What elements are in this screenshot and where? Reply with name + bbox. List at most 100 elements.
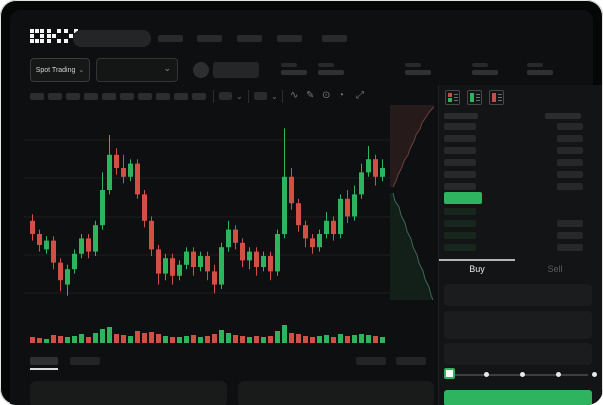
search-input[interactable]	[73, 30, 151, 47]
ask-price-skeleton[interactable]	[444, 135, 476, 142]
candle-body	[254, 251, 259, 267]
okx-logo[interactable]: OKX	[30, 29, 78, 43]
stat-label-skeleton	[281, 63, 297, 67]
timeframe-button-skeleton[interactable]	[84, 93, 98, 100]
bid-price-skeleton[interactable]	[444, 220, 476, 227]
bid-amount-skeleton[interactable]	[557, 220, 583, 227]
ask-price-skeleton[interactable]	[444, 171, 476, 178]
candle-body	[65, 269, 70, 285]
bottom-right-tab-skeleton[interactable]	[396, 357, 426, 365]
volume-bar	[282, 325, 287, 343]
camera-icon[interactable]: ⊙	[322, 90, 331, 101]
nav-item-skeleton[interactable]	[197, 35, 222, 42]
candle-body	[331, 220, 336, 234]
slider-step-dot[interactable]	[592, 372, 597, 377]
slider-step-dot[interactable]	[484, 372, 489, 377]
candle-body	[261, 256, 266, 267]
ask-amount-skeleton[interactable]	[557, 123, 583, 130]
candle-body	[121, 168, 126, 177]
candlestick-chart[interactable]	[24, 110, 392, 346]
tab-buy[interactable]: Buy	[439, 261, 515, 277]
timeframe-button-skeleton[interactable]	[138, 93, 152, 100]
stat-value-skeleton	[405, 70, 431, 75]
settings-icon[interactable]: ◔	[338, 90, 345, 101]
amount-slider[interactable]	[448, 374, 588, 376]
chevron-down-icon[interactable]: ⌄	[271, 92, 278, 101]
ask-amount-skeleton[interactable]	[557, 171, 583, 178]
total-input[interactable]	[444, 343, 592, 365]
orderbook-last-price[interactable]	[444, 192, 482, 204]
timeframe-button-skeleton[interactable]	[30, 93, 44, 100]
volume-bar	[240, 336, 245, 343]
ask-price-skeleton[interactable]	[444, 183, 476, 190]
volume-bar	[114, 334, 119, 343]
orderbook-view-bids-icon[interactable]	[467, 90, 482, 105]
slider-handle[interactable]	[444, 368, 455, 379]
timeframe-button-skeleton[interactable]	[192, 93, 206, 100]
volume-bar	[79, 334, 84, 343]
chart-style-select[interactable]	[219, 92, 232, 100]
indicator-select[interactable]	[254, 92, 267, 100]
nav-item-skeleton[interactable]	[158, 35, 183, 42]
amount-input[interactable]	[444, 311, 592, 339]
stat-label-skeleton	[318, 63, 334, 67]
volume-bar	[58, 336, 63, 343]
ask-amount-skeleton[interactable]	[557, 135, 583, 142]
fullscreen-icon[interactable]: ⤢	[356, 90, 364, 101]
buy-submit-button[interactable]	[444, 390, 592, 405]
candle-body	[170, 258, 175, 276]
volume-bar	[226, 333, 231, 343]
nav-item-skeleton[interactable]	[322, 35, 347, 42]
slider-step-dot[interactable]	[520, 372, 525, 377]
timeframe-button-skeleton[interactable]	[174, 93, 188, 100]
volume-bar	[233, 335, 238, 343]
volume-bar	[219, 330, 224, 343]
ask-amount-skeleton[interactable]	[557, 183, 583, 190]
line-tool-icon[interactable]: ∿	[290, 90, 299, 101]
timeframe-button-skeleton[interactable]	[102, 93, 116, 100]
orderbook-view-all-icon[interactable]	[445, 90, 460, 105]
ask-amount-skeleton[interactable]	[557, 159, 583, 166]
volume-bar	[373, 336, 378, 343]
tab-sell-label: Sell	[547, 264, 563, 274]
slider-step-dot[interactable]	[556, 372, 561, 377]
candle-body	[233, 229, 238, 243]
draw-icon[interactable]: ✎	[306, 90, 315, 101]
nav-item-skeleton[interactable]	[237, 35, 262, 42]
timeframe-button-skeleton[interactable]	[48, 93, 62, 100]
bid-price-skeleton[interactable]	[444, 244, 476, 251]
bottom-tab-active-skeleton[interactable]	[30, 357, 58, 365]
ask-price-skeleton[interactable]	[444, 147, 476, 154]
market-type-select[interactable]: Spot Trading ⌄	[30, 58, 90, 82]
candle-body	[247, 251, 252, 261]
bid-amount-skeleton[interactable]	[557, 232, 583, 239]
bid-price-skeleton[interactable]	[444, 232, 476, 239]
timeframe-button-skeleton[interactable]	[120, 93, 134, 100]
trading-pair-select[interactable]: ⌄	[96, 58, 178, 82]
bid-amount-skeleton[interactable]	[557, 244, 583, 251]
bid-price-skeleton[interactable]	[444, 208, 476, 215]
nav-item-skeleton[interactable]	[277, 35, 302, 42]
orderbook-view-asks-icon[interactable]	[489, 90, 504, 105]
volume-bar	[261, 337, 266, 343]
candle-body	[324, 220, 329, 234]
chevron-down-icon[interactable]: ⌄	[236, 92, 243, 101]
volume-bar	[268, 336, 273, 343]
timeframe-button-skeleton[interactable]	[66, 93, 80, 100]
bottom-right-tab-skeleton[interactable]	[356, 357, 386, 365]
volume-bar	[142, 333, 147, 343]
toolbar-divider	[248, 90, 249, 103]
ask-price-skeleton[interactable]	[444, 159, 476, 166]
volume-bar	[275, 331, 280, 343]
ask-price-skeleton[interactable]	[444, 123, 476, 130]
volume-bar	[289, 333, 294, 343]
volume-bar	[380, 337, 385, 343]
timeframe-button-skeleton[interactable]	[156, 93, 170, 100]
tab-sell[interactable]: Sell	[515, 261, 595, 277]
price-input[interactable]	[444, 284, 592, 306]
candle-body	[100, 190, 105, 226]
bottom-tab-skeleton[interactable]	[70, 357, 100, 365]
volume-bar	[93, 333, 98, 343]
ask-amount-skeleton[interactable]	[557, 147, 583, 154]
